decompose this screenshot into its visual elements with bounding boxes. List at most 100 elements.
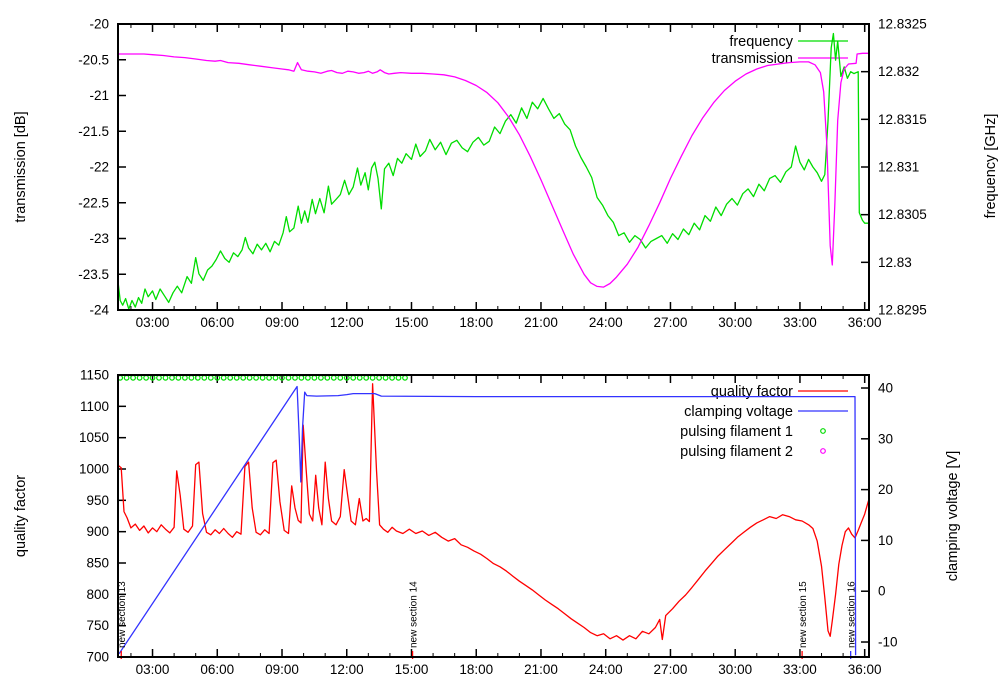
marker-pulsing-filament-1 — [123, 375, 130, 381]
y2-tick-label: 12.832 — [878, 64, 919, 79]
y2-tick-label: 10 — [878, 533, 893, 548]
y2-tick-label: 0 — [878, 584, 886, 599]
x-tick-label: 09:00 — [265, 315, 299, 330]
legend-label-clamping-voltage: clamping voltage — [684, 404, 793, 420]
annotation-new-section-13: new section 13 — [117, 581, 128, 648]
marker-pulsing-filament-1 — [402, 375, 408, 381]
x-tick-label: 24:00 — [589, 662, 623, 677]
marker-pulsing-filament-1 — [376, 375, 382, 381]
series-transmission — [118, 52, 869, 288]
x-tick-label: 27:00 — [654, 662, 688, 677]
y1-tick-label: 1100 — [80, 399, 109, 414]
legend-label-transmission: transmission — [712, 51, 793, 67]
marker-pulsing-filament-1 — [175, 375, 182, 381]
y1-tick-label: -24 — [89, 303, 109, 318]
quality-clamping-series-group — [118, 375, 869, 656]
marker-pulsing-filament-1 — [298, 375, 305, 381]
x-tick-label: 15:00 — [395, 662, 429, 677]
marker-pulsing-filament-1 — [305, 375, 311, 381]
plot-border — [117, 374, 870, 658]
x-tick-label: 21:00 — [524, 662, 558, 677]
legend-label-pulsing-filament-2: pulsing filament 2 — [680, 444, 793, 460]
marker-pulsing-filament-1 — [259, 375, 266, 381]
y1-tick-label: -23.5 — [78, 267, 109, 282]
marker-pulsing-filament-1 — [356, 375, 363, 381]
y1-tick-label: -22 — [89, 160, 109, 175]
x-tick-label: 21:00 — [524, 315, 558, 330]
y2-tick-label: 40 — [878, 381, 893, 396]
x-tick-label: 03:00 — [136, 315, 170, 330]
marker-pulsing-filament-1 — [253, 375, 259, 381]
marker-pulsing-filament-1 — [272, 375, 279, 381]
y1-tick-label: -22.5 — [78, 195, 109, 210]
legend-label-frequency: frequency — [729, 34, 793, 50]
legend-label-pulsing-filament-1: pulsing filament 1 — [680, 424, 793, 440]
annotation-new-section-14: new section 14 — [409, 581, 420, 648]
x-tick-label: 09:00 — [265, 662, 299, 677]
marker-pulsing-filament-1 — [182, 375, 188, 381]
marker-pulsing-filament-1 — [194, 375, 201, 381]
legend-label-quality-factor: quality factor — [711, 384, 793, 400]
marker-pulsing-filament-1 — [246, 375, 253, 381]
series-quality-factor — [118, 383, 869, 641]
x-tick-label: 12:00 — [330, 315, 364, 330]
y1-tick-label: 750 — [86, 618, 109, 633]
y2-tick-label: 20 — [878, 482, 893, 497]
marker-pulsing-filament-1 — [220, 375, 227, 381]
annotation-new-section-15: new section 15 — [798, 581, 809, 648]
marker-pulsing-filament-1 — [156, 375, 162, 381]
marker-pulsing-filament-1 — [285, 375, 292, 381]
marker-pulsing-filament-1 — [311, 375, 318, 381]
y2-tick-label: -10 — [878, 635, 898, 650]
marker-pulsing-filament-1 — [266, 375, 272, 381]
x-tick-label: 18:00 — [459, 662, 493, 677]
marker-pulsing-filament-1 — [227, 375, 234, 381]
marker-pulsing-filament-1 — [363, 375, 370, 381]
y1-tick-label: 800 — [86, 587, 109, 602]
plot-border — [117, 23, 870, 311]
y1-tick-label: -21 — [89, 88, 109, 103]
x-tick-label: 27:00 — [654, 315, 688, 330]
y1-tick-label: -20.5 — [78, 52, 109, 67]
y2-tick-label: 12.8305 — [878, 207, 927, 222]
quality-clamping-chart: 03:00 06:00 09:00 12:00 15:00 18:00 21:00 24:00… — [79, 368, 898, 678]
x-tick-label: 36:00 — [848, 662, 882, 677]
marker-pulsing-filament-1 — [350, 375, 357, 381]
y2-tick-label: 30 — [878, 431, 893, 446]
series-clamping-voltage — [118, 385, 857, 656]
y1-tick-label: -23 — [89, 231, 109, 246]
y1-tick-label: -20 — [89, 17, 109, 32]
y1-tick-label: 900 — [86, 524, 109, 539]
y1-tick-label: 850 — [86, 556, 109, 571]
x-tick-label: 18:00 — [459, 315, 493, 330]
legend-sample-marker — [820, 448, 826, 454]
y2-tick-label: 12.831 — [878, 160, 919, 175]
x-tick-label: 36:00 — [848, 315, 882, 330]
marker-pulsing-filament-1 — [240, 375, 247, 381]
legend-sample-marker — [820, 428, 826, 434]
x-tick-label: 03:00 — [136, 662, 170, 677]
marker-pulsing-filament-1 — [318, 375, 324, 381]
marker-pulsing-filament-1 — [337, 375, 344, 381]
y2-tick-label: 12.8295 — [878, 303, 927, 318]
marker-pulsing-filament-1 — [382, 375, 389, 381]
x-tick-label: 33:00 — [783, 662, 817, 677]
transmission-frequency-series-group — [118, 32, 869, 310]
x-tick-label: 06:00 — [200, 315, 234, 330]
marker-pulsing-filament-1 — [292, 375, 298, 381]
y1-tick-label: 950 — [86, 493, 109, 508]
y2-tick-label: 12.83 — [878, 255, 912, 270]
marker-pulsing-filament-1 — [324, 375, 331, 381]
transmission-frequency-chart: 03:00 06:00 09:00 12:00 15:00 18:00 21:00 24:00… — [78, 17, 927, 331]
marker-pulsing-filament-1 — [188, 375, 195, 381]
x-tick-label: 06:00 — [200, 662, 234, 677]
series-frequency — [118, 32, 869, 310]
annotation-new-section-16: new section 16 — [847, 581, 858, 648]
x-tick-label: 30:00 — [718, 315, 752, 330]
x-tick-label: 15:00 — [395, 315, 429, 330]
y2-tick-label: 12.8325 — [878, 17, 927, 32]
y1-tick-label: 700 — [86, 650, 109, 665]
y1-tick-label: 1050 — [79, 430, 109, 445]
x-tick-label: 12:00 — [330, 662, 364, 677]
